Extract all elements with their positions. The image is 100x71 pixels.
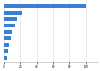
Bar: [4, 49, 8, 53]
Bar: [4, 56, 7, 60]
Bar: [4, 11, 22, 15]
Bar: [4, 43, 9, 47]
Bar: [4, 17, 17, 21]
Bar: [4, 4, 86, 8]
Bar: [4, 30, 12, 34]
Bar: [4, 24, 15, 27]
Bar: [4, 36, 10, 40]
